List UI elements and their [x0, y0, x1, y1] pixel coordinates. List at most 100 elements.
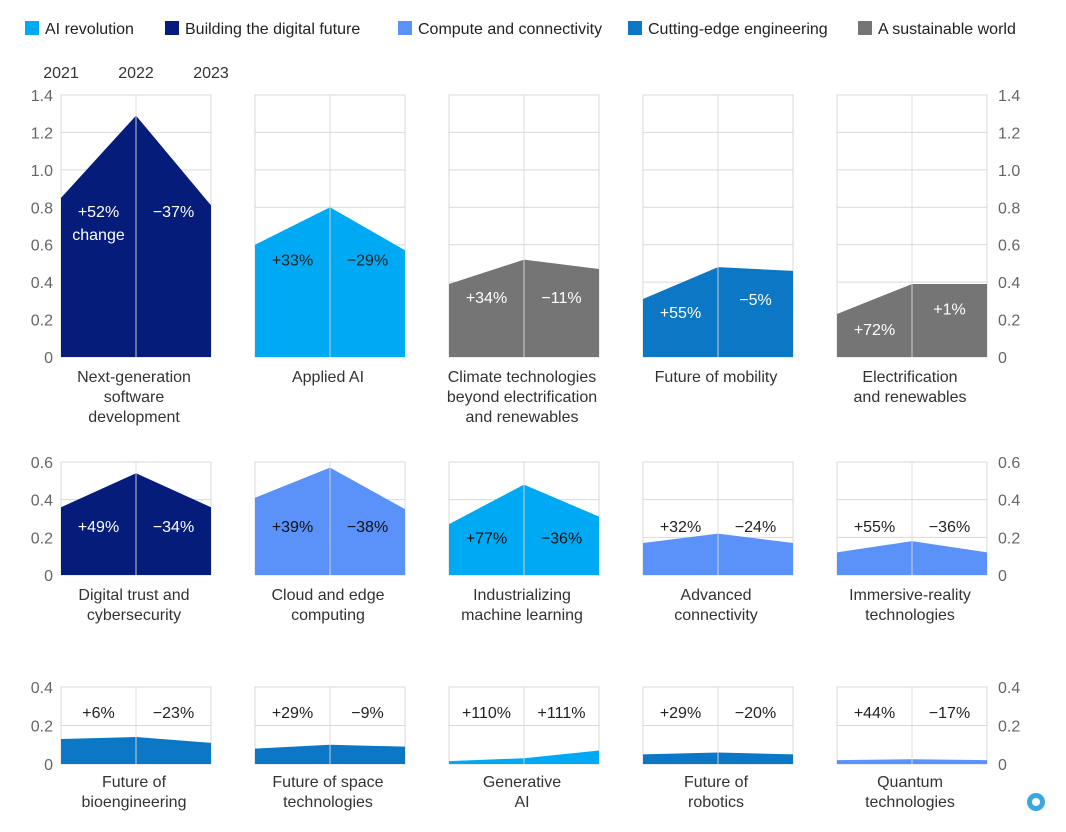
change-label: +111% — [538, 705, 586, 722]
change-label: +33% — [272, 253, 313, 270]
year-label: 2023 — [193, 65, 229, 82]
panel: +44% −17% Quantum technologies — [836, 686, 988, 811]
watermark-dot-icon — [1032, 798, 1040, 806]
change-label: +49% — [78, 519, 119, 536]
y-tick-label-left: 1.4 — [31, 88, 53, 105]
y-tick-label-right: 1.2 — [998, 125, 1020, 142]
panel-title-line: Digital trust and — [78, 587, 189, 604]
change-label: +34% — [466, 290, 507, 307]
panel-title-line: technologies — [865, 607, 955, 624]
legend-label: AI revolution — [45, 21, 134, 38]
change-label: −24% — [735, 519, 776, 536]
change-label: +39% — [272, 519, 313, 536]
change-label: −23% — [153, 705, 194, 722]
y-tick-label-left: 0.2 — [31, 719, 53, 736]
panel-title-line: software — [104, 389, 165, 406]
change-label: −20% — [735, 705, 776, 722]
y-tick-label-left: 0.4 — [31, 275, 53, 292]
panel-title-line: Industrializing — [473, 587, 571, 604]
panel-title-line: development — [88, 409, 180, 426]
y-tick-label-right: 0 — [998, 568, 1007, 585]
change-label: −34% — [153, 519, 194, 536]
panel-title-line: bioengineering — [82, 794, 187, 811]
change-label: +6% — [82, 705, 114, 722]
watermark-logo — [1027, 793, 1045, 811]
change-label: +44% — [854, 705, 895, 722]
change-label: +72% — [854, 322, 895, 339]
panel-title-line: computing — [291, 607, 365, 624]
y-tick-label-left: 0.2 — [31, 313, 53, 330]
y-tick-label-left: 0.6 — [31, 455, 53, 472]
panel: +52% −37% change Next-generation software dev… — [60, 94, 212, 426]
y-tick-label-left: 0.2 — [31, 530, 53, 547]
panel-title-line: Applied AI — [292, 369, 364, 386]
change-label: −36% — [929, 519, 970, 536]
panel: +29% −20% Future of robotics — [642, 686, 794, 811]
panel: +77% −36% Industrializing machine learning — [448, 461, 600, 624]
panel-title-line: Quantum — [877, 774, 943, 791]
legend-swatch — [165, 21, 179, 35]
legend-swatch — [398, 21, 412, 35]
y-tick-label-left: 0 — [44, 350, 53, 367]
panel-title-line: Generative — [483, 774, 561, 791]
y-tick-label-left: 1.0 — [31, 163, 53, 180]
panel-title-line: Electrification — [862, 369, 957, 386]
change-label: −5% — [739, 292, 771, 309]
legend-label: Cutting-edge engineering — [648, 21, 828, 38]
panel: +55% −36% Immersive-reality technologies — [836, 461, 988, 624]
panel: +34% −11% Climate technologies beyond elect… — [447, 94, 600, 426]
legend-label: A sustainable world — [878, 21, 1016, 38]
panel-title-line: technologies — [283, 794, 373, 811]
panel-title-line: Future of mobility — [655, 369, 778, 386]
panel-title-line: and renewables — [466, 409, 579, 426]
panel-title-line: Future of — [102, 774, 167, 791]
change-label: +110% — [462, 705, 511, 722]
panel: +6% −23% Future of bioengineering — [60, 686, 212, 811]
change-note: change — [72, 227, 125, 244]
change-label: +32% — [660, 519, 701, 536]
panel-title-line: Climate technologies — [448, 369, 597, 386]
panel-title-line: connectivity — [674, 607, 758, 624]
change-label: −37% — [153, 204, 194, 221]
y-tick-label-right: 0.2 — [998, 530, 1020, 547]
panel-title-line: Immersive-reality — [849, 587, 971, 604]
area-series — [449, 750, 599, 764]
small-multiples: 0 0 0.2 0.2 0.4 0.4 0.6 0.6 0.8 0.8 1.0 1.0 1.2 1.2 1.… — [31, 88, 1021, 811]
panel: +72% +1% Electrification and renewables — [836, 94, 988, 406]
panel: +29% −9% Future of space technologies — [254, 686, 406, 811]
y-tick-label-left: 0 — [44, 568, 53, 585]
panel-title-line: cybersecurity — [87, 607, 181, 624]
panel-title-line: machine learning — [461, 607, 583, 624]
legend-label: Compute and connectivity — [418, 21, 602, 38]
panel-title-line: robotics — [688, 794, 744, 811]
y-tick-label-left: 1.2 — [31, 125, 53, 142]
y-tick-label-right: 0.2 — [998, 313, 1020, 330]
y-tick-label-right: 0.4 — [998, 680, 1020, 697]
change-label: +55% — [660, 305, 701, 322]
panel: +33% −29% Applied AI — [254, 94, 406, 386]
change-label: +77% — [466, 530, 507, 547]
legend-swatch — [25, 21, 39, 35]
change-label: −29% — [347, 253, 388, 270]
panel: +110% +111% Generative AI — [448, 686, 600, 811]
y-tick-label-right: 0.4 — [998, 493, 1020, 510]
year-label: 2021 — [43, 65, 79, 82]
y-tick-label-left: 0.6 — [31, 238, 53, 255]
y-tick-label-left: 0.4 — [31, 680, 53, 697]
change-label: +52% — [78, 204, 119, 221]
y-tick-label-left: 0.8 — [31, 200, 53, 217]
change-label: −9% — [351, 705, 383, 722]
panel-title-line: Future of — [684, 774, 749, 791]
y-tick-label-left: 0 — [44, 757, 53, 774]
panel-title-line: and renewables — [854, 389, 967, 406]
y-tick-label-right: 0.6 — [998, 238, 1020, 255]
panel: +55% −5% Future of mobility — [642, 94, 794, 386]
panel-title-line: Future of space — [272, 774, 383, 791]
y-tick-label-right: 0.8 — [998, 200, 1020, 217]
panel-title-line: beyond electrification — [447, 389, 597, 406]
panel: +39% −38% Cloud and edge computing — [254, 461, 406, 624]
change-label: −11% — [541, 290, 581, 307]
panel: +49% −34% Digital trust and cybersecurity — [60, 461, 212, 624]
year-labels: 2021 2022 2023 — [43, 65, 229, 82]
change-label: +1% — [933, 301, 965, 318]
